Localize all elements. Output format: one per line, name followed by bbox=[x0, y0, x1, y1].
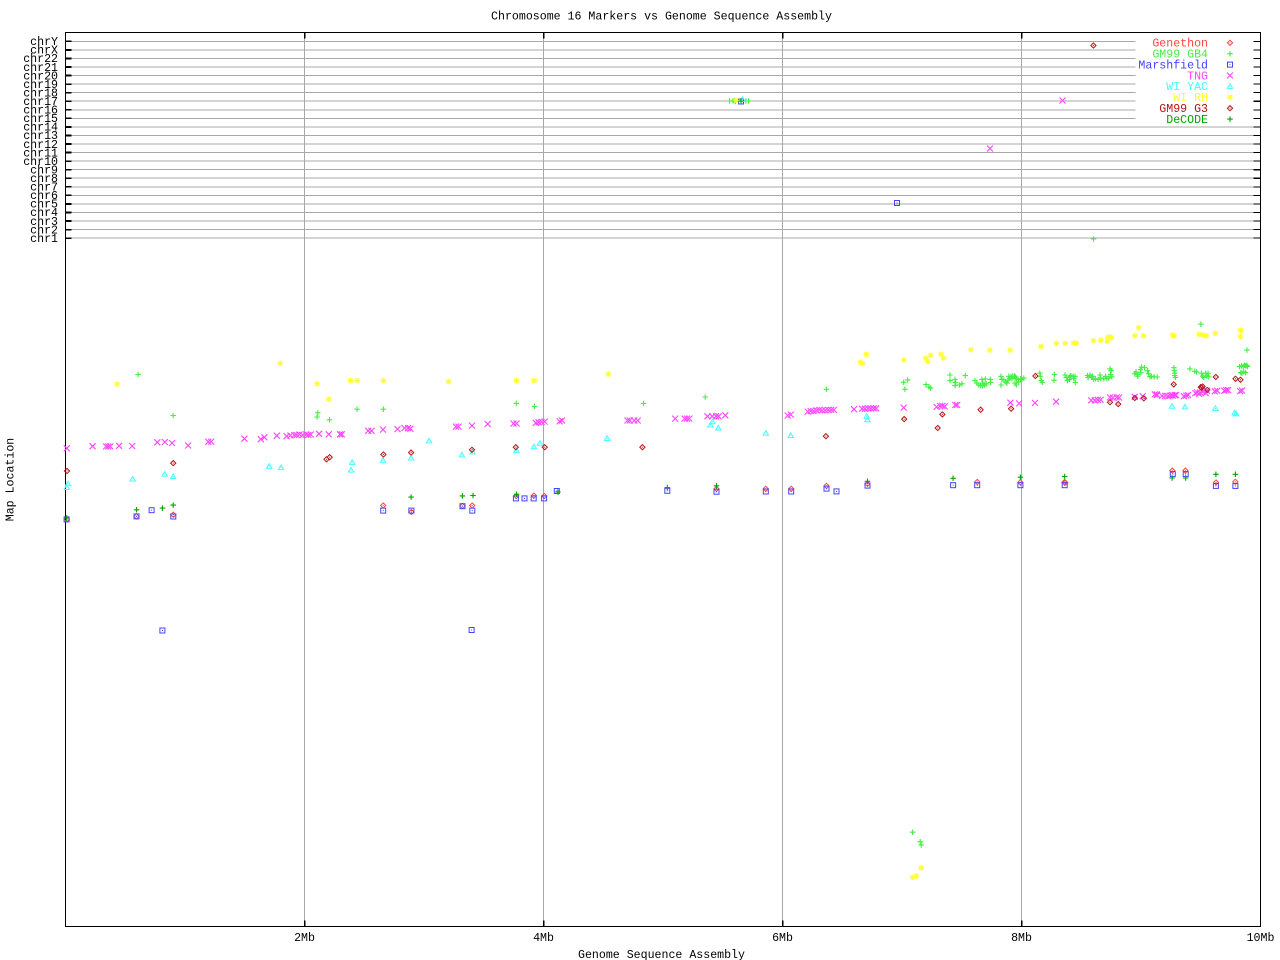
svg-text:chr21: chr21 bbox=[23, 62, 58, 75]
svg-text:chr14: chr14 bbox=[23, 122, 58, 135]
svg-text:Genethon: Genethon bbox=[1152, 38, 1208, 51]
svg-text:TNG: TNG bbox=[1187, 70, 1208, 83]
svg-text:2Mb: 2Mb bbox=[294, 932, 315, 945]
svg-text:chr10: chr10 bbox=[23, 156, 58, 169]
svg-text:Genome Sequence Assembly: Genome Sequence Assembly bbox=[578, 949, 745, 960]
svg-text:4Mb: 4Mb bbox=[533, 932, 554, 945]
svg-text:chr12: chr12 bbox=[23, 139, 58, 152]
svg-text:chr20: chr20 bbox=[23, 70, 58, 83]
svg-text:chr11: chr11 bbox=[23, 147, 58, 160]
svg-text:chr1: chr1 bbox=[30, 233, 58, 246]
svg-text:WI YAC: WI YAC bbox=[1166, 81, 1208, 94]
svg-text:chrX: chrX bbox=[30, 45, 58, 58]
svg-text:6Mb: 6Mb bbox=[772, 932, 793, 945]
svg-text:chr22: chr22 bbox=[23, 53, 58, 66]
svg-text:Chromosome 16 Markers vs Genom: Chromosome 16 Markers vs Genome Sequence… bbox=[491, 10, 832, 23]
svg-text:10Mb: 10Mb bbox=[1247, 932, 1275, 945]
svg-text:chr9: chr9 bbox=[30, 164, 58, 177]
svg-text:chr13: chr13 bbox=[23, 130, 58, 143]
svg-text:chr18: chr18 bbox=[23, 87, 58, 100]
svg-text:chr6: chr6 bbox=[30, 190, 58, 203]
svg-text:chr2: chr2 bbox=[30, 224, 58, 237]
svg-text:chr8: chr8 bbox=[30, 173, 58, 186]
svg-text:chrY: chrY bbox=[30, 36, 58, 49]
svg-text:DeCODE: DeCODE bbox=[1166, 114, 1208, 127]
svg-text:chr7: chr7 bbox=[30, 182, 58, 195]
svg-text:WI RH: WI RH bbox=[1173, 92, 1208, 105]
svg-text:chr19: chr19 bbox=[23, 79, 58, 92]
svg-text:chr16: chr16 bbox=[23, 105, 58, 118]
svg-text:chr17: chr17 bbox=[23, 96, 58, 109]
svg-text:GM99 G3: GM99 G3 bbox=[1159, 103, 1208, 116]
svg-text:Marshfield: Marshfield bbox=[1138, 59, 1208, 72]
svg-text:GM99 GB4: GM99 GB4 bbox=[1152, 49, 1208, 62]
svg-text:chr15: chr15 bbox=[23, 113, 58, 126]
svg-text:Map Location: Map Location bbox=[4, 438, 17, 522]
svg-text:chr5: chr5 bbox=[30, 199, 58, 212]
svg-text:chr3: chr3 bbox=[30, 216, 58, 229]
svg-text:chr4: chr4 bbox=[30, 207, 58, 220]
svg-text:8Mb: 8Mb bbox=[1011, 932, 1032, 945]
